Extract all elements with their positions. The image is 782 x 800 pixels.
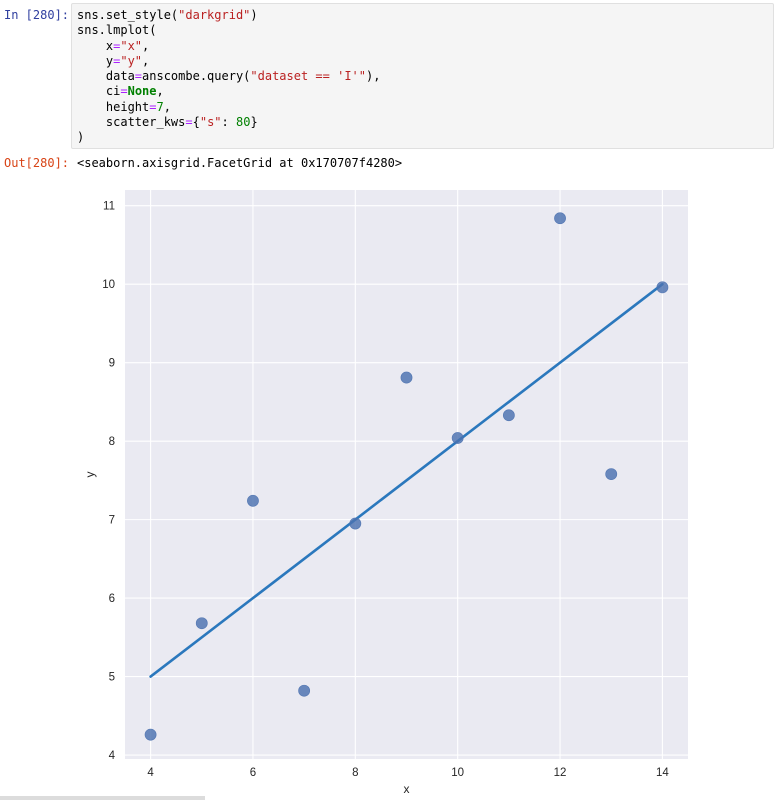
code-token: ): [77, 130, 85, 145]
code-cell-input[interactable]: sns.set_style("darkgrid") sns.lmplot( x=…: [71, 3, 774, 149]
y-tick-label: 9: [109, 358, 115, 370]
y-tick-label: 10: [102, 279, 115, 291]
code-token: =: [120, 84, 128, 99]
y-tick-label: 6: [109, 593, 115, 605]
scatter-point: [656, 281, 669, 294]
code-token: =: [113, 38, 121, 53]
code-line: height=7,: [77, 100, 171, 114]
code-token: x: [77, 38, 114, 53]
code-token: "y": [120, 53, 143, 68]
y-tick-label: 7: [109, 515, 115, 527]
x-axis-label: x: [404, 782, 410, 796]
scatter-point: [195, 617, 208, 630]
plot-area: [125, 190, 688, 759]
code-token: ,: [163, 99, 171, 114]
code-token: =: [149, 99, 157, 114]
y-tick-label: 4: [109, 750, 116, 762]
code-token: "s": [199, 115, 222, 130]
output-text: <seaborn.axisgrid.FacetGrid at 0x170707f…: [77, 156, 403, 170]
scatter-point: [400, 371, 413, 384]
code-token: None: [127, 84, 157, 99]
code-token: "darkgrid": [178, 8, 251, 22]
code-line: x="x",: [77, 39, 149, 53]
y-tick-label: 5: [109, 672, 115, 684]
code-token: ),: [366, 69, 381, 84]
code-line: sns.set_style("darkgrid"): [77, 8, 258, 22]
scatter-point: [502, 409, 515, 422]
input-prompt: In [280]:: [4, 8, 70, 22]
y-tick-label: 8: [109, 436, 115, 448]
code-token: sns.set_style(: [77, 8, 179, 22]
x-tick-label: 12: [554, 767, 567, 779]
code-token: y: [77, 53, 114, 68]
code-token: ,: [156, 84, 164, 99]
regression-line: [149, 282, 664, 678]
scatter-point: [605, 468, 618, 481]
scatter-point: [144, 728, 157, 741]
code-token: height: [77, 99, 150, 114]
code-token: ci: [77, 84, 121, 99]
code-token: ): [250, 8, 258, 22]
code-line: sns.lmplot(: [77, 23, 156, 37]
x-tick-label: 10: [451, 767, 464, 779]
code-editor[interactable]: sns.set_style("darkgrid") sns.lmplot( x=…: [77, 8, 380, 146]
code-line: y="y",: [77, 54, 149, 68]
code-token: =: [134, 69, 143, 84]
code-token: {: [192, 115, 200, 130]
code-token: sns.lmplot(: [77, 23, 157, 38]
code-token: ,: [142, 53, 150, 68]
code-line: ci=None,: [77, 84, 164, 98]
x-tick-label: 14: [656, 767, 669, 779]
code-line: ): [77, 130, 84, 144]
scatter-point: [298, 684, 311, 697]
scatter-point: [451, 432, 464, 444]
code-token: anscombe.query(: [142, 69, 251, 84]
code-token: 7: [156, 99, 164, 114]
code-token: "x": [120, 38, 143, 53]
code-token: =: [185, 115, 193, 130]
x-tick-label: 6: [250, 767, 256, 779]
code-token: ,: [142, 38, 150, 53]
scatter-point: [554, 212, 566, 225]
code-line: scatter_kws={"s": 80}: [77, 115, 258, 129]
code-token: data: [77, 69, 135, 84]
horizontal-scrollbar[interactable]: [0, 796, 205, 800]
y-tick-label: 11: [103, 201, 115, 213]
code-token: scatter_kws: [77, 115, 186, 130]
output-prompt: Out[280]:: [4, 156, 70, 170]
code-token: =: [113, 53, 121, 68]
code-token: :: [221, 115, 236, 130]
x-tick-label: 8: [352, 767, 358, 779]
code-token: "dataset == 'I'": [250, 69, 366, 84]
scatter-point: [247, 494, 259, 507]
scatter-point: [349, 517, 362, 530]
y-axis-label: y: [83, 472, 97, 478]
code-line: data=anscombe.query("dataset == 'I'"),: [77, 69, 381, 84]
x-tick-label: 4: [147, 767, 154, 779]
code-token: 80: [235, 115, 251, 130]
lmplot-chart: 4 6 8 10 12 14 4 5 6 7 8 9 10 11 x y: [83, 190, 688, 796]
code-token: }: [250, 115, 258, 130]
